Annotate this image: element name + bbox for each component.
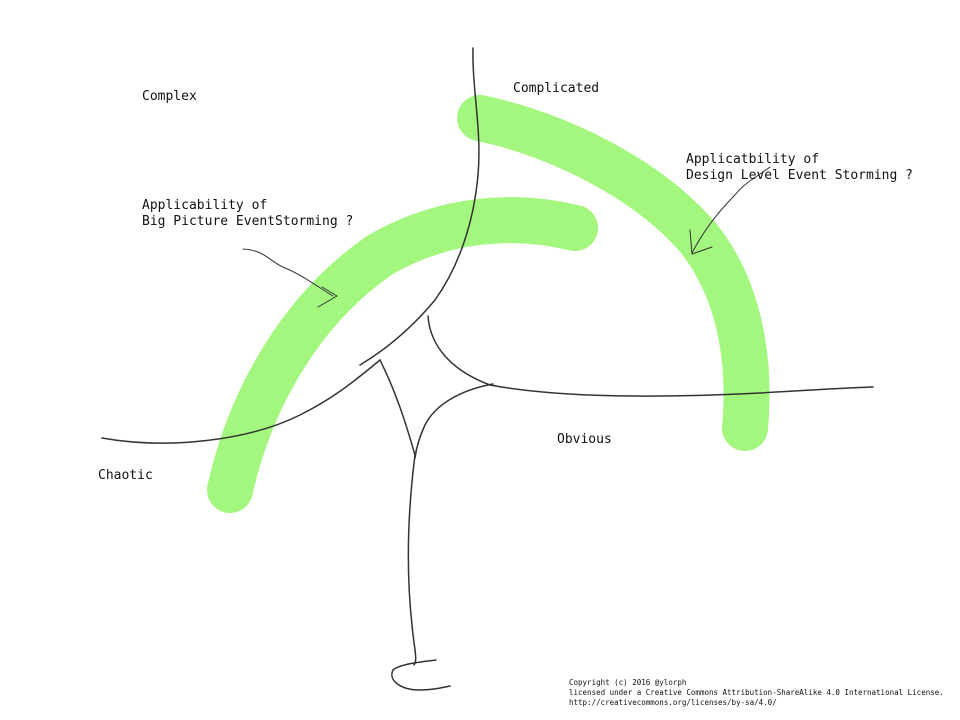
copyright-notice: Copyright (c) 2016 @ylorph licensed unde… (569, 678, 944, 708)
big-picture-annotation-line1: Applicability of (142, 198, 268, 213)
cliff-stem (407, 454, 417, 666)
domain-label-chaotic: Chaotic (98, 468, 153, 483)
design-level-annotation-line2: Design Level Event Storming ? (686, 168, 913, 183)
copyright-line2: licensed under a Creative Commons Attrib… (569, 688, 944, 697)
copyright-line1: Copyright (c) 2016 @ylorph (569, 678, 687, 687)
big-picture-annotation-line2: Big Picture EventStorming ? (142, 214, 354, 229)
boundary-chaotic (101, 359, 381, 444)
boundary-obvious (427, 315, 874, 397)
domain-label-obvious: Obvious (557, 432, 612, 447)
disorder-center-right (414, 383, 494, 459)
design-level-arrow (689, 166, 771, 255)
big-picture-arrow (242, 248, 338, 308)
boundary-complex-complicated (359, 47, 480, 366)
big-picture-highlight (207, 197, 598, 513)
domain-label-complicated: Complicated (513, 81, 600, 96)
copyright-line3: http://creativecommons.org/licenses/by-s… (569, 698, 777, 707)
disorder-center (379, 359, 416, 456)
domain-label-complex: Complex (142, 89, 197, 104)
cliff-curl (391, 659, 451, 691)
design-level-annotation-line1: Applicatbility of (686, 152, 820, 167)
design-level-annotation: Applicatbility of Design Level Event Sto… (686, 152, 913, 184)
big-picture-annotation: Applicability of Big Picture EventStormi… (142, 198, 353, 230)
